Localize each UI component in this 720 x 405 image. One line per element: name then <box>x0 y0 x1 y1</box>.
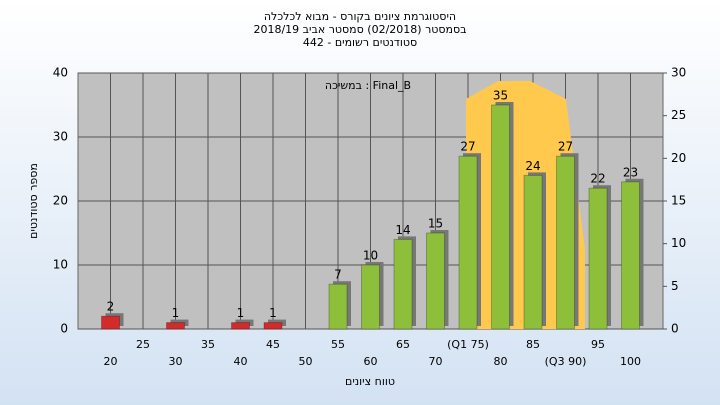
x-tick-label: 65 <box>396 338 410 351</box>
x-tick-label: 50 <box>299 355 313 368</box>
x-axis-label: טווח ציונים <box>345 375 395 388</box>
y-tick-label: 30 <box>53 130 68 144</box>
bar <box>263 322 283 330</box>
value-label: 23 <box>623 165 638 179</box>
x-tick-label: 70 <box>429 355 443 368</box>
bar <box>588 187 608 330</box>
bar <box>328 283 348 330</box>
x-tick-label: 55 <box>331 338 345 351</box>
x-tick-label: (Q3 90) <box>545 355 587 368</box>
value-label: 2 <box>107 300 115 314</box>
y2-tick-label: 15 <box>671 194 686 208</box>
value-label: 1 <box>172 306 180 320</box>
x-tick-label: 30 <box>169 355 183 368</box>
value-label: 35 <box>493 89 508 103</box>
y2-tick-label: 10 <box>671 236 686 250</box>
x-tick-label: 25 <box>136 338 150 351</box>
x-tick-label: (Q1 75) <box>447 338 489 351</box>
y2-tick-label: 0 <box>671 322 679 336</box>
x-tick-label: 60 <box>364 355 378 368</box>
y-tick-label: 20 <box>53 194 68 208</box>
y-axis-label: מספר סטודנטים <box>27 163 40 239</box>
bar <box>361 264 380 330</box>
title-line: היסטוגרמת ציונים בקורס - מבוא לכלכלה <box>264 10 456 23</box>
value-label: 27 <box>460 140 475 154</box>
annotation: במשיכה : Final_B <box>325 79 411 92</box>
x-tick-label: 35 <box>201 338 215 351</box>
value-label: 7 <box>334 268 342 282</box>
x-tick-label: 40 <box>234 355 248 368</box>
y-tick-label: 10 <box>53 258 68 272</box>
x-tick-label: 20 <box>104 355 118 368</box>
value-label: 22 <box>590 172 605 186</box>
bar <box>523 174 543 330</box>
bar <box>491 104 510 330</box>
value-label: 10 <box>363 249 378 263</box>
x-tick-label: 100 <box>620 355 641 368</box>
y-tick-label: 40 <box>53 66 68 80</box>
bar <box>231 322 250 330</box>
title-line: 442 - סטודנטים רשומים <box>303 36 417 49</box>
value-label: 27 <box>558 140 573 154</box>
bar <box>621 181 640 330</box>
bar <box>426 232 445 330</box>
y2-tick-label: 30 <box>671 66 686 80</box>
y2-tick-label: 5 <box>671 279 679 293</box>
title-line: בסמסטר (02/2018) סמסטר אביב 2018/19 <box>253 23 466 36</box>
value-label: 14 <box>395 223 410 237</box>
bar <box>101 315 120 330</box>
value-label: 1 <box>237 306 245 320</box>
bar <box>166 322 185 330</box>
y-tick-label: 0 <box>60 322 68 336</box>
bar <box>556 155 575 330</box>
x-tick-label: 80 <box>494 355 508 368</box>
x-tick-label: 45 <box>266 338 280 351</box>
x-tick-label: 85 <box>526 338 540 351</box>
x-tick-label: 95 <box>591 338 605 351</box>
value-label: 24 <box>525 159 540 173</box>
bar <box>458 155 478 330</box>
value-label: 15 <box>428 217 443 231</box>
y2-tick-label: 20 <box>671 151 686 165</box>
bar <box>393 238 413 330</box>
y2-tick-label: 25 <box>671 108 686 122</box>
value-label: 1 <box>269 306 277 320</box>
